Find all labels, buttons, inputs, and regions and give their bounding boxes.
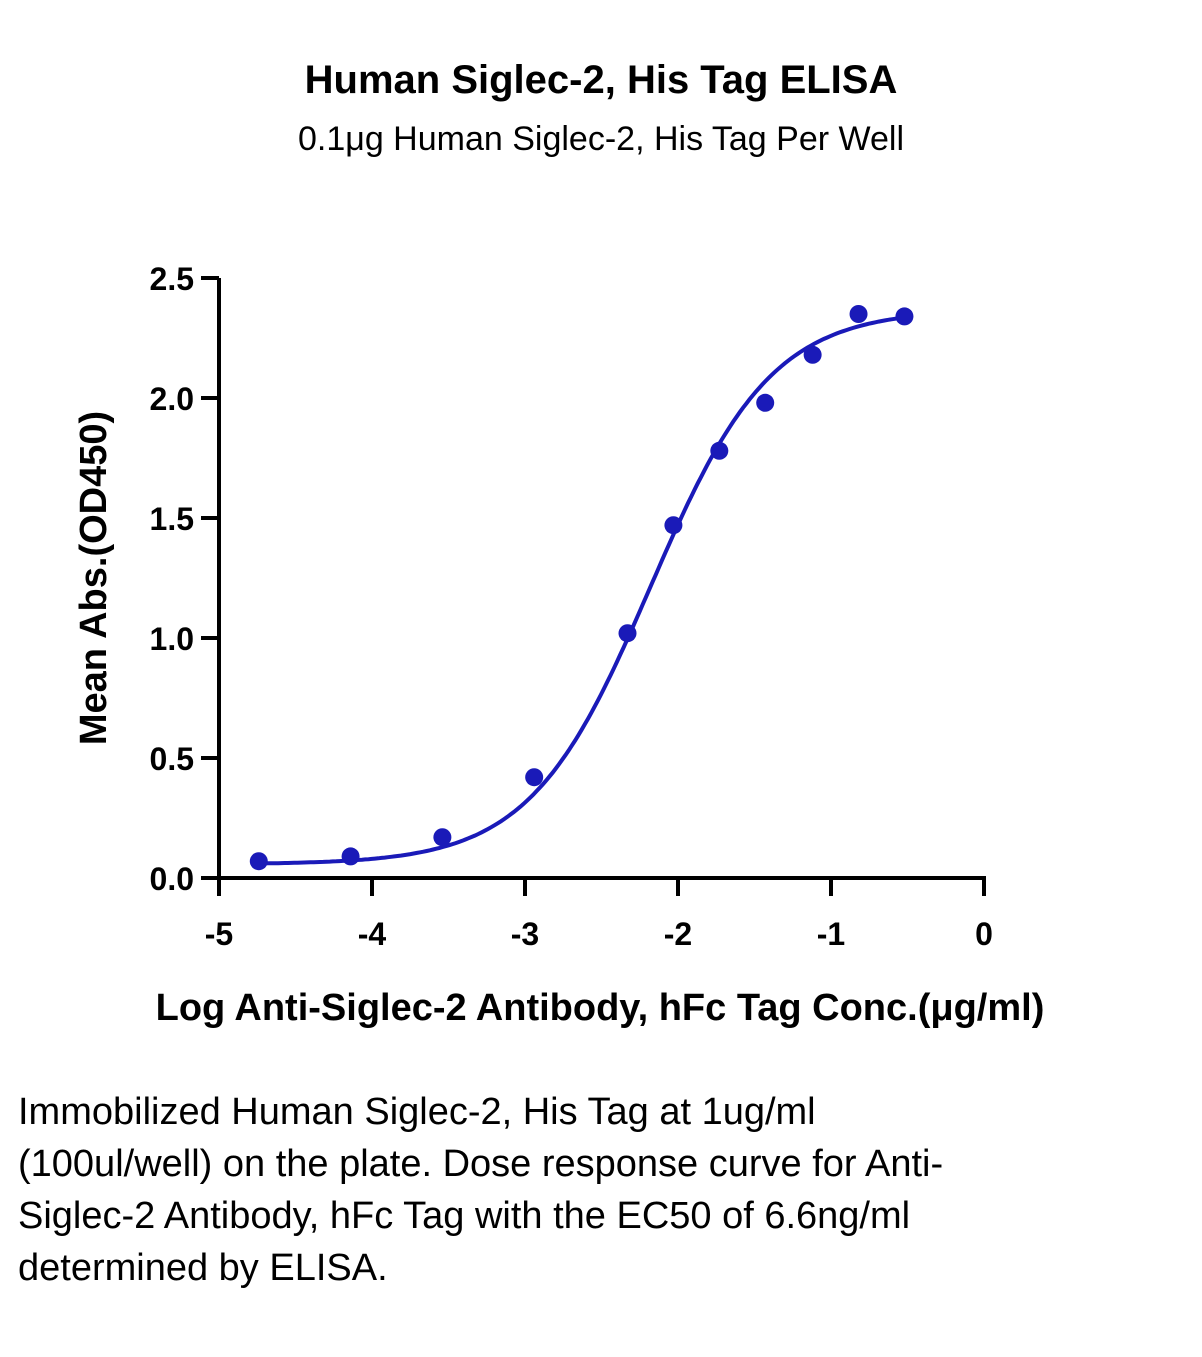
y-tick-label: 0.5 xyxy=(150,741,194,777)
y-tick-label: 2.0 xyxy=(150,381,194,417)
x-tick-label: -1 xyxy=(817,916,845,952)
y-tick-label: 1.5 xyxy=(150,501,194,537)
x-tick-label: -2 xyxy=(664,916,692,952)
data-point xyxy=(525,768,544,787)
data-point xyxy=(341,847,360,866)
data-point xyxy=(618,624,637,643)
axes xyxy=(217,278,986,880)
data-points xyxy=(249,305,914,871)
y-tick-label: 1.0 xyxy=(150,621,194,657)
figure-caption: Immobilized Human Siglec-2, His Tag at 1… xyxy=(18,1091,944,1289)
chart-subtitle: 0.1μg Human Siglec-2, His Tag Per Well xyxy=(298,120,904,158)
x-ticks: -5 -4 -3 -2 -1 0 xyxy=(205,878,993,952)
data-point xyxy=(895,307,914,326)
x-tick-label: -5 xyxy=(205,916,233,952)
data-point xyxy=(803,345,822,364)
data-point xyxy=(710,441,729,460)
y-tick-label: 0.0 xyxy=(150,861,194,897)
y-axis-label: Mean Abs.(OD450) xyxy=(73,411,115,745)
data-point xyxy=(756,393,775,412)
x-axis-label: Log Anti-Siglec-2 Antibody, hFc Tag Conc… xyxy=(156,987,1045,1029)
x-tick-label: -4 xyxy=(358,916,387,952)
fit-curve xyxy=(258,315,905,866)
data-point xyxy=(433,828,452,847)
y-tick-label: 2.5 xyxy=(150,261,194,297)
data-point xyxy=(249,852,268,871)
x-tick-label: -3 xyxy=(511,916,539,952)
y-ticks: 0.0 0.5 1.0 1.5 2.0 2.5 xyxy=(150,261,219,897)
chart-title: Human Siglec-2, His Tag ELISA xyxy=(305,58,898,102)
data-point xyxy=(849,305,868,323)
x-tick-label: 0 xyxy=(975,916,993,952)
data-point xyxy=(664,516,683,535)
